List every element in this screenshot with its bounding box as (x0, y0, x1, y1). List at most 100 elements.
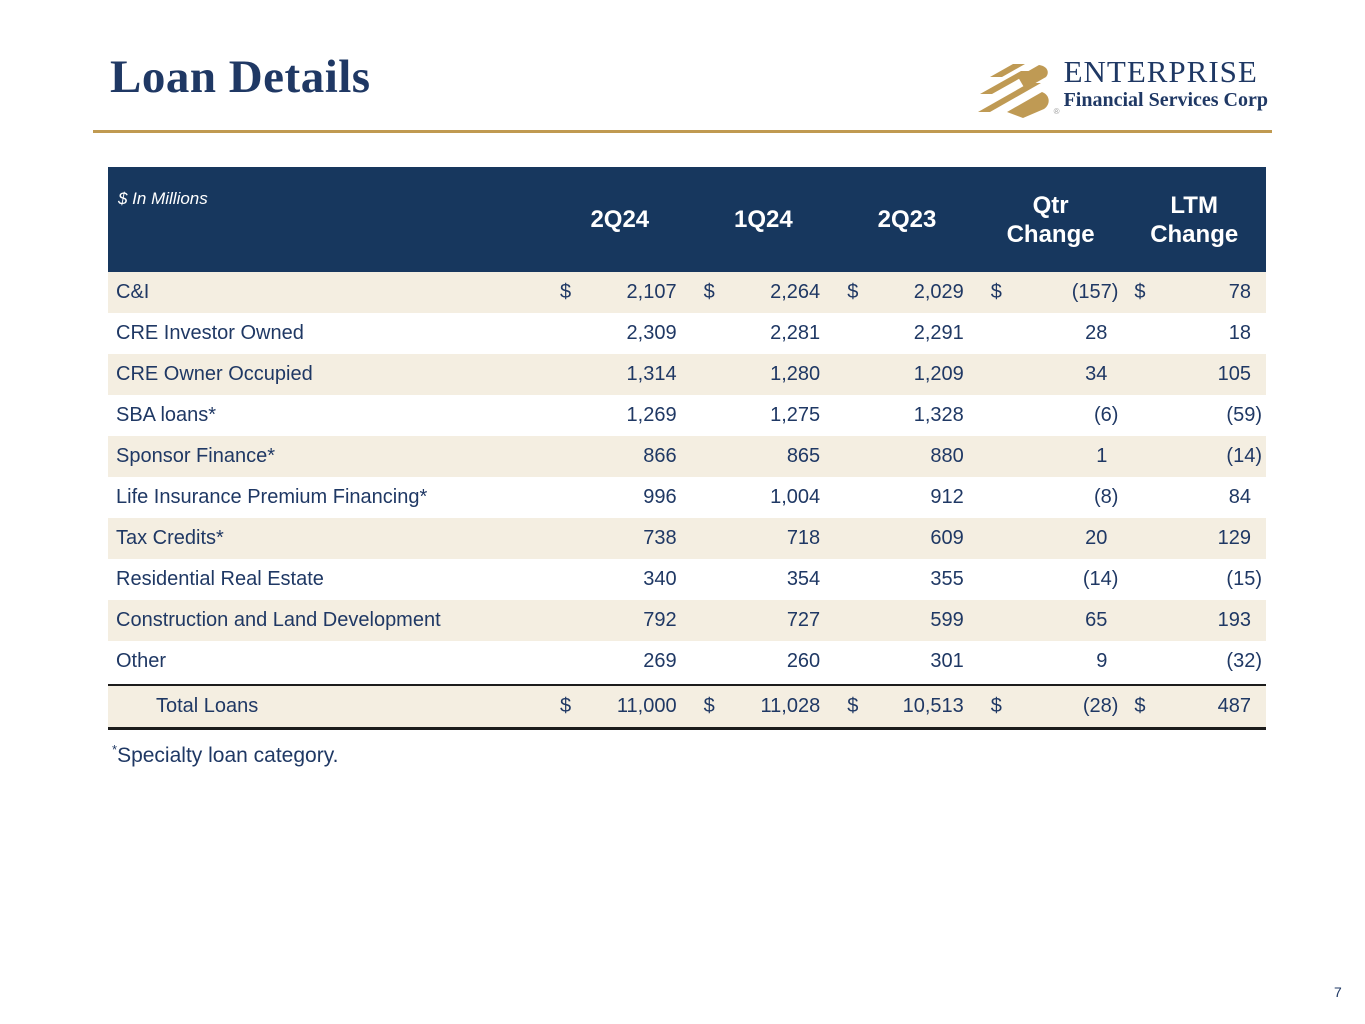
cell-value: 2,291 (913, 322, 964, 344)
row-label: CRE Owner Occupied (116, 363, 313, 385)
cell-value: 2,264 (770, 281, 821, 303)
column-header-1q24: 1Q24 (734, 206, 793, 233)
table-row: CRE Owner Occupied 1,314 1,280 1,209 34 … (108, 354, 1266, 395)
page-number: 7 (1334, 984, 1342, 1000)
cell-value: (28) (1082, 695, 1119, 717)
column-header-ltm-change: LTM Change (1150, 191, 1239, 248)
total-loans-row: Total Loans $11,000 $11,028 $10,513 $ (28… (108, 684, 1266, 730)
row-label: Life Insurance Premium Financing* (116, 486, 428, 508)
cell-value: (15) (1226, 568, 1262, 590)
cell-value: 1 (1096, 445, 1108, 467)
cell-value: 269 (643, 650, 677, 672)
currency-symbol: $ (1134, 695, 1146, 717)
cell-value: 11,028 (760, 695, 821, 717)
logo-tagline: Financial Services Corp (1063, 89, 1268, 111)
cell-value: 260 (786, 650, 821, 672)
footnote-text: Specialty loan category. (117, 744, 339, 767)
cell-value: (8) (1093, 486, 1119, 508)
table-row: SBA loans* 1,269 1,275 1,328 (6) (59) (108, 395, 1266, 436)
table-row: Life Insurance Premium Financing* 996 1,… (108, 477, 1266, 518)
cell-value: 1,209 (913, 363, 964, 385)
cell-value: 9 (1096, 650, 1108, 672)
column-header-qtr-change: Qtr Change (1006, 191, 1095, 248)
footnote-asterisk: * (112, 742, 118, 757)
logo-mark-icon: ® (976, 56, 1060, 118)
company-logo: ® ENTERPRISE Financial Services Corp (976, 56, 1268, 118)
cell-value: 2,281 (770, 322, 821, 344)
currency-symbol: $ (847, 695, 859, 717)
currency-symbol: $ (990, 695, 1002, 717)
table-body: C&I $2,107 $2,264 $2,029 $ (157) $78 CRE … (108, 272, 1266, 682)
cell-value: 34 (1085, 363, 1108, 385)
row-label: Other (116, 650, 167, 672)
cell-value: 354 (786, 568, 821, 590)
table-row: Other 269 260 301 9 (32) (108, 641, 1266, 682)
row-label: Construction and Land Development (116, 609, 441, 631)
cell-value: 10,513 (902, 695, 964, 717)
cell-value: 340 (643, 568, 677, 590)
cell-value: 599 (930, 609, 964, 631)
currency-symbol: $ (560, 281, 572, 303)
cell-value: 609 (930, 527, 964, 549)
column-header-2q23: 2Q23 (877, 206, 937, 233)
cell-value: 2,029 (913, 281, 964, 303)
logo-company-name: ENTERPRISE (1063, 54, 1258, 89)
cell-value: (59) (1226, 404, 1262, 426)
cell-value: 792 (643, 609, 677, 631)
cell-value: (6) (1093, 404, 1119, 426)
row-label: Tax Credits* (116, 527, 224, 549)
currency-symbol: $ (560, 695, 572, 717)
loan-details-table: $ In Millions 2Q24 1Q24 2Q23 Qtr Change … (108, 167, 1266, 730)
cell-value: 880 (930, 445, 964, 467)
row-label: Sponsor Finance* (116, 445, 275, 467)
currency-symbol: $ (703, 695, 715, 717)
cell-value: 1,004 (770, 486, 821, 508)
currency-symbol: $ (703, 281, 715, 303)
table-row: C&I $2,107 $2,264 $2,029 $ (157) $78 (108, 272, 1266, 313)
registered-trademark-icon: ® (1053, 107, 1060, 116)
table-row: Sponsor Finance* 866 865 880 1 (14) (108, 436, 1266, 477)
table-header-row: $ In Millions 2Q24 1Q24 2Q23 Qtr Change … (108, 167, 1266, 272)
cell-value: 1,269 (626, 404, 677, 426)
row-label: CRE Investor Owned (116, 322, 304, 344)
cell-value: 84 (1228, 486, 1251, 508)
cell-value: 487 (1217, 695, 1251, 717)
table-row: Residential Real Estate 340 354 355 (14)… (108, 559, 1266, 600)
cell-value: (14) (1226, 445, 1262, 467)
cell-value: 1,328 (913, 404, 964, 426)
cell-value: 718 (786, 527, 821, 549)
page-title: Loan Details (110, 51, 371, 103)
cell-value: 301 (930, 650, 964, 672)
cell-value: 129 (1217, 527, 1251, 549)
cell-value: 11,000 (616, 695, 677, 717)
cell-value: 28 (1085, 322, 1108, 344)
currency-symbol: $ (847, 281, 859, 303)
cell-value: 2,107 (626, 281, 677, 303)
cell-value: 105 (1217, 363, 1251, 385)
cell-value: 1,314 (626, 363, 677, 385)
cell-value: 78 (1228, 281, 1251, 303)
row-label: C&I (116, 281, 150, 303)
cell-value: 738 (643, 527, 677, 549)
total-row-label: Total Loans (156, 695, 259, 717)
table-row: Tax Credits* 738 718 609 20 129 (108, 518, 1266, 559)
table-row: CRE Investor Owned 2,309 2,281 2,291 28 … (108, 313, 1266, 354)
cell-value: 355 (930, 568, 964, 590)
units-label: $ In Millions (118, 189, 208, 208)
footnote: *Specialty loan category. (112, 742, 338, 768)
cell-value: (157) (1071, 281, 1119, 303)
cell-value: 1,280 (770, 363, 821, 385)
column-header-2q24: 2Q24 (590, 206, 650, 233)
cell-value: 996 (643, 486, 677, 508)
row-label: SBA loans* (116, 404, 217, 426)
cell-value: 65 (1085, 609, 1108, 631)
cell-value: 2,309 (626, 322, 677, 344)
cell-value: (32) (1226, 650, 1262, 672)
currency-symbol: $ (990, 281, 1002, 303)
cell-value: 865 (786, 445, 821, 467)
cell-value: 20 (1085, 527, 1108, 549)
cell-value: 1,275 (770, 404, 821, 426)
cell-value: 18 (1228, 322, 1251, 344)
row-label: Residential Real Estate (116, 568, 324, 590)
